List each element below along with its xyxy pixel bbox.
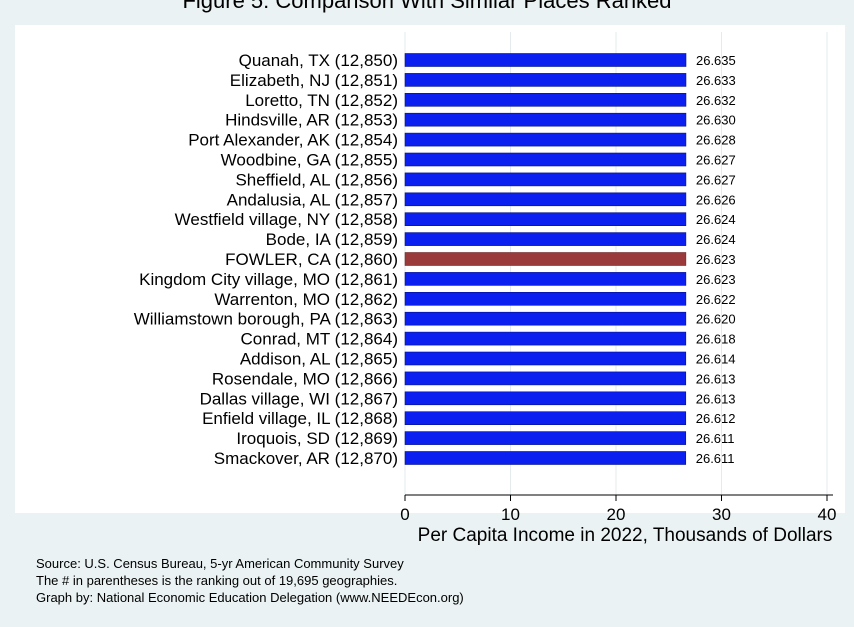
x-tick-label: 10 — [501, 505, 520, 524]
value-label: 26.632 — [696, 93, 736, 108]
category-label: Warrenton, MO (12,862) — [214, 290, 398, 309]
category-label: Andalusia, AL (12,857) — [227, 190, 398, 209]
category-label: Westfield village, NY (12,858) — [175, 210, 398, 229]
bar — [404, 232, 687, 246]
bar — [404, 53, 687, 67]
bar-highlight — [404, 252, 687, 266]
category-label: Iroquois, SD (12,869) — [236, 429, 398, 448]
bar — [404, 172, 687, 187]
category-label: Woodbine, GA (12,855) — [221, 151, 398, 170]
category-label: Addison, AL (12,865) — [240, 350, 398, 369]
value-label: 26.611 — [696, 431, 735, 446]
value-label: 26.613 — [696, 371, 736, 386]
bar — [404, 451, 687, 465]
bars — [404, 53, 687, 465]
x-axis: 0 10 20 30 40 — [400, 494, 837, 524]
footnote-ranking: The # in parentheses is the ranking out … — [36, 573, 398, 588]
bar — [404, 391, 687, 406]
category-label: Sheffield, AL (12,856) — [235, 170, 398, 189]
value-label: 26.623 — [696, 272, 736, 287]
value-label: 26.627 — [696, 172, 736, 187]
value-label: 26.628 — [696, 133, 736, 148]
category-label: Bode, IA (12,859) — [266, 230, 398, 249]
bar — [404, 351, 687, 366]
category-label: Port Alexander, AK (12,854) — [188, 131, 398, 150]
value-label: 26.624 — [696, 212, 736, 227]
bar — [404, 272, 687, 286]
x-tick-label: 30 — [712, 505, 731, 524]
category-label: Rosendale, MO (12,866) — [212, 369, 398, 388]
bar — [404, 331, 687, 346]
value-labels: 26.635 26.633 26.632 26.630 26.628 26.627 26.6… — [696, 53, 736, 466]
x-tick-label: 0 — [400, 505, 409, 524]
bar-chart: Quanah, TX (12,850)Elizabeth, NJ (12,851… — [15, 25, 845, 546]
category-labels: Quanah, TX (12,850)Elizabeth, NJ (12,851… — [134, 51, 398, 468]
category-label: Kingdom City village, MO (12,861) — [139, 270, 398, 289]
category-label: Conrad, MT (12,864) — [241, 330, 398, 349]
value-label: 26.613 — [696, 391, 736, 406]
bar — [404, 112, 687, 127]
value-label: 26.626 — [696, 192, 736, 207]
value-label: 26.614 — [696, 352, 736, 367]
value-label: 26.618 — [696, 332, 736, 347]
x-axis-label: Per Capita Income in 2022, Thousands of … — [418, 525, 833, 546]
bar — [404, 93, 687, 107]
category-label: Quanah, TX (12,850) — [239, 51, 398, 70]
value-label: 26.620 — [696, 312, 736, 327]
bar — [404, 192, 687, 207]
bar — [404, 411, 687, 426]
bar — [404, 291, 687, 306]
x-tick-label: 40 — [818, 505, 837, 524]
value-label: 26.622 — [696, 292, 736, 307]
bar — [404, 152, 687, 167]
value-label: 26.612 — [696, 411, 736, 426]
category-label: Williamstown borough, PA (12,863) — [134, 310, 398, 329]
bar — [404, 431, 687, 445]
value-label: 26.611 — [696, 451, 735, 466]
x-tick-label: 20 — [607, 505, 626, 524]
value-label: 26.635 — [696, 53, 736, 68]
value-label: 26.630 — [696, 113, 736, 128]
bar — [404, 212, 687, 226]
category-label: Loretto, TN (12,852) — [245, 91, 398, 110]
category-label: FOWLER, CA (12,860) — [225, 250, 398, 269]
value-label: 26.627 — [696, 153, 736, 168]
bar — [404, 371, 687, 386]
category-label: Smackover, AR (12,870) — [214, 449, 398, 468]
bar — [404, 311, 687, 326]
value-label: 26.633 — [696, 73, 736, 88]
value-label: 26.623 — [696, 252, 736, 267]
category-label: Elizabeth, NJ (12,851) — [230, 71, 398, 90]
footnote-credit: Graph by: National Economic Education De… — [36, 590, 464, 605]
category-label: Hindsville, AR (12,853) — [225, 111, 398, 130]
bar — [404, 132, 687, 147]
category-label: Dallas village, WI (12,867) — [200, 389, 398, 408]
bar — [404, 73, 687, 87]
category-label: Enfield village, IL (12,868) — [202, 409, 398, 428]
chart-title: Figure 5: Comparison With Similar Places… — [182, 0, 672, 13]
value-label: 26.624 — [696, 232, 736, 247]
footnote-source: Source: U.S. Census Bureau, 5-yr America… — [36, 556, 404, 571]
